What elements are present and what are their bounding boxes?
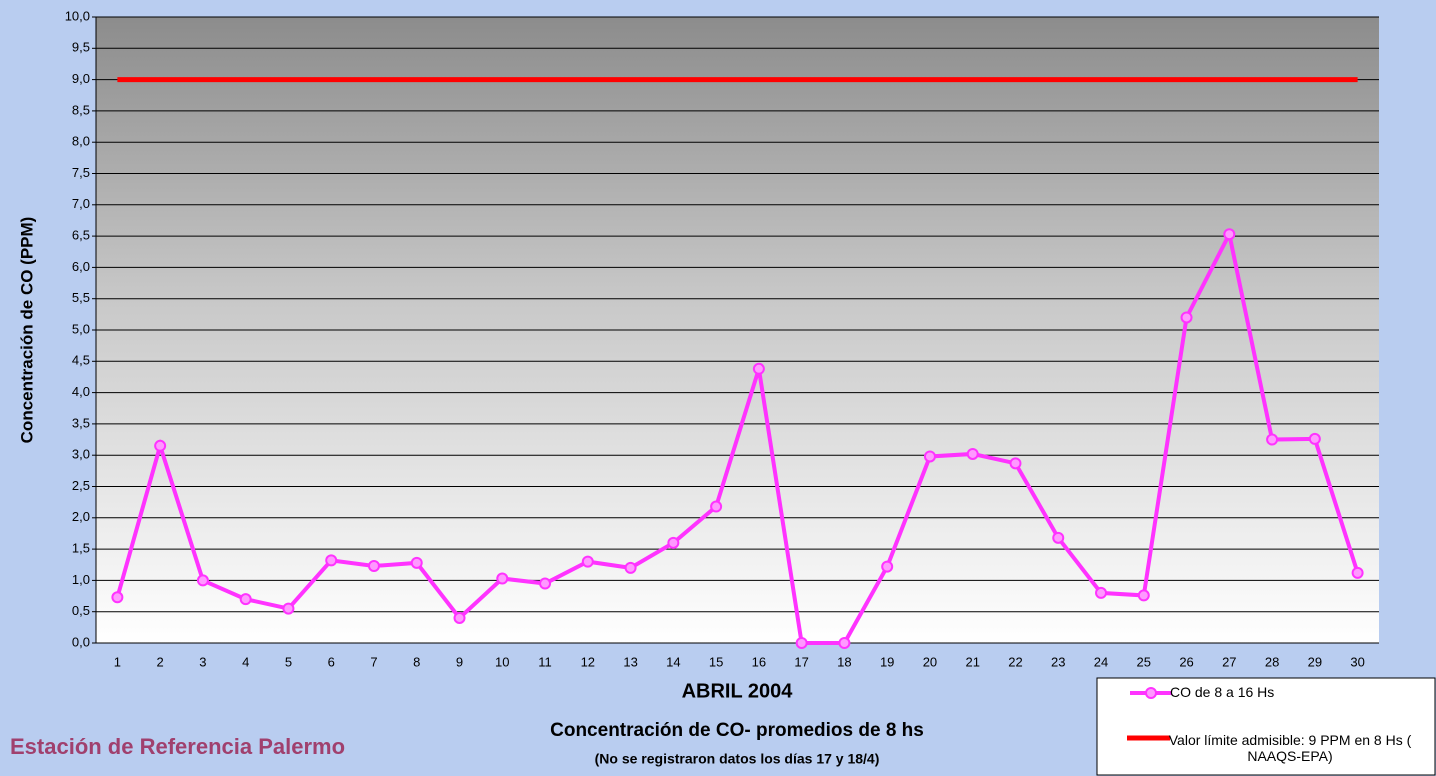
y-tick-label: 2,0: [72, 509, 90, 524]
y-tick-label: 8,0: [72, 134, 90, 149]
point: [1180, 311, 1193, 324]
x-tick-label: 9: [456, 654, 463, 669]
x-tick-label: 18: [837, 654, 851, 669]
x-tick-label: 25: [1137, 654, 1151, 669]
y-tick-label: 6,5: [72, 228, 90, 243]
point: [881, 560, 894, 573]
point: [111, 591, 124, 604]
point: [667, 536, 680, 549]
y-tick-label: 2,5: [72, 478, 90, 493]
point: [1308, 432, 1321, 445]
y-tick-label: 0,5: [72, 603, 90, 618]
y-tick-label: 1,0: [72, 572, 90, 587]
x-tick-label: 16: [752, 654, 766, 669]
x-tick-label: 15: [709, 654, 723, 669]
point: [1223, 228, 1236, 241]
x-tick-label: 23: [1051, 654, 1065, 669]
y-tick-label: 3,5: [72, 415, 90, 430]
point: [239, 593, 252, 606]
y-tick-label: 4,0: [72, 384, 90, 399]
y-tick-label: 7,0: [72, 196, 90, 211]
subtitle: Concentración de CO- promedios de 8 hs: [550, 720, 924, 741]
y-axis-label: Concentración de CO (PPM): [17, 217, 36, 444]
y-tick-label: 8,5: [72, 102, 90, 117]
point: [539, 577, 552, 590]
x-axis-label: ABRIL 2004: [682, 680, 794, 702]
y-tick-label: 4,5: [72, 353, 90, 368]
point: [1266, 433, 1279, 446]
point: [325, 554, 338, 567]
x-tick-label: 21: [965, 654, 979, 669]
point: [282, 602, 295, 615]
y-tick-label: 7,5: [72, 165, 90, 180]
point: [581, 555, 594, 568]
point: [453, 611, 466, 624]
y-tick-label: 5,5: [72, 290, 90, 305]
station-label: Estación de Referencia Palermo: [10, 734, 345, 759]
x-tick-label: 13: [623, 654, 637, 669]
x-tick-label: 4: [242, 654, 249, 669]
legend-label: CO de 8 a 16 Hs: [1170, 684, 1275, 700]
point: [1095, 586, 1108, 599]
x-tick-label: 10: [495, 654, 509, 669]
point: [838, 637, 851, 649]
x-tick-label: 24: [1094, 654, 1108, 669]
x-tick-label: 29: [1308, 654, 1322, 669]
x-tick-label: 11: [538, 654, 552, 669]
x-tick-label: 5: [285, 654, 292, 669]
x-tick-label: 27: [1222, 654, 1236, 669]
y-tick-label: 9,5: [72, 40, 90, 55]
x-tick-label: 1: [114, 654, 121, 669]
y-tick-label: 10,0: [65, 8, 90, 23]
y-tick-label: 0,0: [72, 634, 90, 649]
x-tick-label: 8: [413, 654, 420, 669]
point: [196, 574, 209, 587]
x-tick-label: 7: [370, 654, 377, 669]
point: [923, 450, 936, 463]
point: [624, 561, 637, 574]
point: [710, 500, 723, 513]
x-tick-label: 22: [1008, 654, 1022, 669]
x-tick-label: 2: [157, 654, 164, 669]
y-tick-label: 5,0: [72, 321, 90, 336]
point: [1009, 457, 1022, 470]
series-line: [115, 228, 1360, 645]
x-tick-label: 28: [1265, 654, 1279, 669]
point: [966, 447, 979, 460]
x-tick-label: 12: [581, 654, 595, 669]
point: [1351, 566, 1364, 579]
x-tick-label: 20: [923, 654, 937, 669]
x-tick-label: 14: [666, 654, 680, 669]
note: (No se registraron datos los días 17 y 1…: [595, 751, 880, 767]
point: [154, 439, 167, 452]
x-tick-label: 19: [880, 654, 894, 669]
y-tick-label: 9,0: [72, 71, 90, 86]
y-tick-label: 6,0: [72, 259, 90, 274]
point: [752, 362, 765, 375]
point: [795, 637, 808, 649]
point: [1052, 531, 1065, 544]
legend-label: Valor límite admisible: 9 PPM en 8 Hs ( …: [1168, 732, 1412, 764]
point: [496, 572, 509, 585]
x-tick-label: 6: [328, 654, 335, 669]
y-tick-label: 1,5: [72, 541, 90, 556]
x-tick-label: 26: [1179, 654, 1193, 669]
y-tick-label: 3,0: [72, 447, 90, 462]
x-tick-label: 17: [794, 654, 808, 669]
x-tick-label: 3: [199, 654, 206, 669]
x-tick-label: 30: [1350, 654, 1364, 669]
point: [367, 560, 380, 573]
point: [410, 556, 423, 569]
legend-swatch: [1145, 687, 1157, 699]
point: [1137, 589, 1150, 602]
